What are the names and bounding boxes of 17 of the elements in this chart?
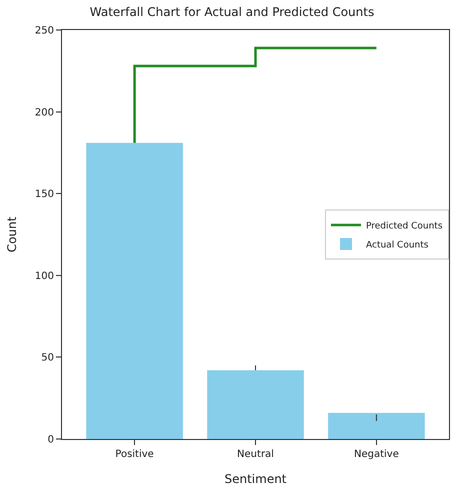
bar bbox=[328, 412, 425, 439]
y-tick-label: 150 bbox=[34, 189, 54, 200]
y-tick-label: 50 bbox=[41, 352, 54, 364]
x-tick-label: Negative bbox=[354, 449, 399, 460]
x-axis-title: Sentiment bbox=[224, 472, 287, 486]
bar bbox=[86, 142, 183, 439]
y-axis-title: Count bbox=[5, 216, 20, 252]
y-tick-label: 200 bbox=[34, 107, 54, 118]
legend-label: Predicted Counts bbox=[366, 222, 443, 232]
y-tick-label: 250 bbox=[34, 26, 54, 36]
legend-label: Actual Counts bbox=[366, 240, 429, 251]
bar bbox=[207, 370, 304, 439]
y-tick-label: 0 bbox=[48, 434, 54, 446]
chart-title: Waterfall Chart for Actual and Predicted Counts bbox=[90, 4, 374, 19]
x-tick-label: Positive bbox=[115, 449, 154, 460]
x-tick-label: Neutral bbox=[237, 449, 274, 460]
y-tick-label: 100 bbox=[34, 270, 54, 282]
